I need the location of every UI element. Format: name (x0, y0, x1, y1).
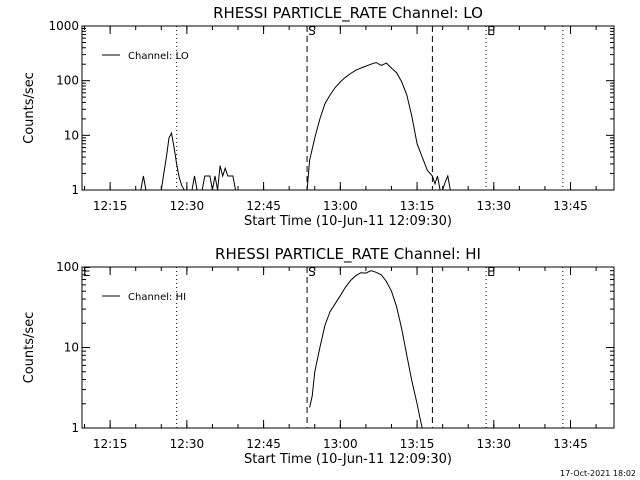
chart-1-x-tick-label: 12:15 (93, 199, 128, 213)
chart-2-x-axis-label: Start Time (10-Jun-11 12:09:30) (244, 452, 452, 467)
chart-1-event-marker-label: E (487, 24, 495, 38)
chart-2-y-tick-label: 10 (64, 341, 79, 355)
chart-2-event-marker-label: E (83, 265, 91, 279)
chart-1-y-tick-label: 1 (71, 183, 79, 197)
chart-2-y-tick-label: 1 (71, 421, 79, 435)
chart-1-x-tick-label: 13:15 (400, 199, 435, 213)
chart-2-x-tick-label: 13:15 (400, 437, 435, 451)
chart-1-series-1-line (140, 61, 453, 191)
chart-1-y-tick-label: 1000 (48, 19, 79, 33)
chart-2-x-tick-label: 13:45 (553, 437, 588, 451)
chart-1-event-marker-label: S (308, 24, 316, 38)
chart-2-y-tick-label: 100 (56, 260, 79, 274)
chart-2-event-marker-label: S (308, 265, 316, 279)
chart-2-x-tick-label: 12:15 (93, 437, 128, 451)
chart-2-series-1-line (309, 270, 423, 429)
chart-2-x-tick-label: 13:00 (323, 437, 358, 451)
chart-2-x-tick-label: 13:30 (476, 437, 511, 451)
chart-1-x-axis-label: Start Time (10-Jun-11 12:09:30) (244, 214, 452, 229)
chart-1-plot-frame (81, 25, 615, 191)
chart-1-legend-label: Channel: LO (128, 51, 189, 62)
chart-2-event-marker-label: E (487, 265, 495, 279)
chart-2-x-tick-label: 12:30 (170, 437, 205, 451)
chart-1-x-tick-label: 12:45 (246, 199, 281, 213)
chart-1-x-tick-label: 13:30 (476, 199, 511, 213)
chart-2-legend-label: Channel: HI (128, 292, 186, 303)
chart-1-y-axis-label: Counts/sec (22, 72, 37, 144)
chart-1-title: RHESSI PARTICLE_RATE Channel: LO (213, 4, 483, 23)
chart-2-y-axis-label: Counts/sec (22, 312, 37, 384)
chart-1-x-tick-label: 12:30 (170, 199, 205, 213)
chart-1-x-tick-label: 13:45 (553, 199, 588, 213)
chart-1-y-tick-label: 10 (64, 128, 79, 142)
chart-2-x-tick-label: 12:45 (246, 437, 281, 451)
chart-1-y-tick-label: 100 (56, 74, 79, 88)
timestamp-footer: 17-Oct-2021 18:02 (560, 469, 636, 478)
chart-2-title: RHESSI PARTICLE_RATE Channel: HI (215, 245, 481, 264)
chart-1-x-tick-label: 13:00 (323, 199, 358, 213)
